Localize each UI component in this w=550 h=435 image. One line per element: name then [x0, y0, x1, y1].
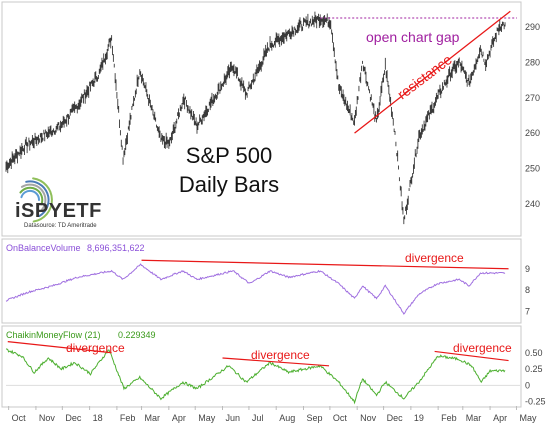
cmf-y-tick-label: 0 [525, 380, 530, 390]
cmf-y-tick-label: 0.50 [525, 348, 543, 358]
cmf-divergence-line-1 [7, 341, 112, 354]
cmf-divergence-label-3: divergence [453, 341, 512, 355]
price-panel-frame [1, 1, 522, 237]
x-tick-label: May [519, 413, 537, 423]
x-tick-label: Nov [360, 413, 377, 423]
gap-annotation-label: open chart gap [366, 29, 460, 45]
logo-wordmark: iSPYETF [15, 200, 102, 222]
x-tick-label: Feb [441, 413, 457, 423]
x-tick-label: May [198, 413, 216, 423]
series-layer [5, 11, 506, 405]
resistance-trend-line [354, 10, 511, 134]
x-tick-label: Jun [226, 413, 241, 423]
cmf-indicator-value: 0.229349 [118, 330, 156, 340]
obv-indicator-label: OnBalanceVolume [6, 243, 81, 253]
x-tick-label: Dec [387, 413, 404, 423]
logo-swirl-arc [32, 177, 53, 223]
obv-indicator-value: 8,696,351,622 [87, 243, 145, 253]
axis-labels-layer: 240 250 260 270 280 290 7 8 9 -0.25 0 0.25 0.50 Oct No… [12, 22, 546, 423]
price-y-tick-label: 250 [525, 163, 540, 173]
x-tick-label: Sep [306, 413, 322, 423]
obv-panel-frame [1, 238, 522, 324]
obv-line-series [5, 263, 506, 315]
price-bars-series [5, 11, 506, 225]
obv-y-tick-label: 7 [525, 306, 530, 316]
logo-datasource: Datasource: TD Ameritrade [24, 223, 97, 229]
x-tick-label: Dec [65, 413, 82, 423]
x-tick-label: Mar [145, 413, 161, 423]
annotation-lines-layer [7, 10, 517, 367]
obv-y-tick-label: 8 [525, 285, 530, 295]
cmf-y-tick-label: 0.25 [525, 364, 543, 374]
obv-divergence-line [141, 259, 509, 270]
x-tick-label: 18 [93, 413, 103, 423]
grid-layer [6, 384, 520, 410]
cmf-y-tick-label: -0.25 [525, 397, 546, 407]
x-tick-label: Oct [333, 413, 348, 423]
obv-y-tick-label: 9 [525, 264, 530, 274]
cmf-indicator-label: ChaikinMoneyFlow (21) [6, 330, 101, 340]
price-y-tick-label: 260 [525, 128, 540, 138]
chart-title: S&P 500 [186, 143, 272, 168]
price-y-tick-label: 290 [525, 22, 540, 32]
x-tick-label: Apr [172, 413, 186, 423]
logo-swirl-icon [19, 177, 53, 223]
cmf-panel-frame [1, 325, 522, 408]
logo-swirl-arc [19, 186, 44, 206]
x-tick-label: 19 [414, 413, 424, 423]
x-tick-label: Apr [493, 413, 507, 423]
price-y-tick-label: 280 [525, 58, 540, 68]
cmf-divergence-label-1: divergence [66, 341, 125, 355]
x-tick-label: Aug [279, 413, 295, 423]
cmf-divergence-line-2 [222, 357, 330, 367]
cmf-divergence-line-3 [434, 350, 509, 362]
cmf-line-series [5, 348, 506, 405]
logo-swirl-arc [25, 180, 50, 218]
price-y-tick-label: 270 [525, 93, 540, 103]
x-tick-label: Feb [120, 413, 136, 423]
ispyetf-logo: iSPYETF Datasource: TD Ameritrade [15, 177, 102, 229]
x-tick-label: Mar [466, 413, 482, 423]
x-tick-label: Oct [12, 413, 27, 423]
logo-swirl-arc [20, 189, 41, 201]
price-y-tick-label: 240 [525, 199, 540, 209]
x-tick-label: Jul [252, 413, 264, 423]
logo-swirl-arc [20, 183, 47, 211]
cmf-divergence-label-2: divergence [251, 348, 310, 362]
obv-divergence-label: divergence [405, 251, 464, 265]
chart-subtitle: Daily Bars [179, 172, 279, 197]
x-tick-label: Nov [39, 413, 56, 423]
